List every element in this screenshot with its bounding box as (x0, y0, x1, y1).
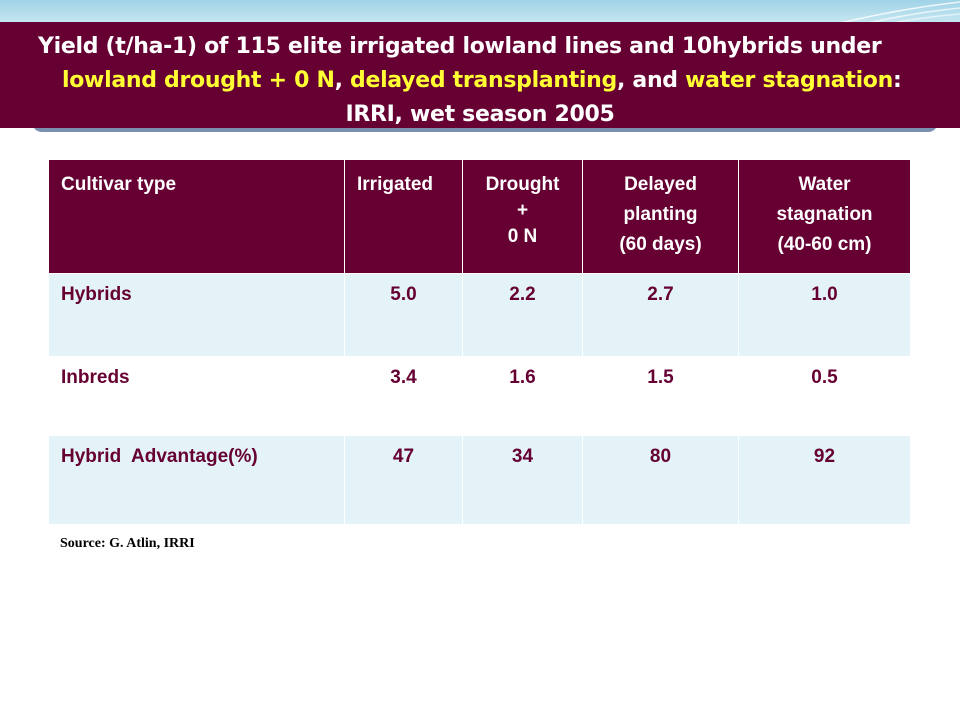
yield-table: Cultivar type Irrigated Drought + 0 N De… (48, 159, 911, 525)
header-text: (60 days) (619, 234, 702, 255)
header-text: Water (798, 174, 851, 195)
cell-irrigated: 5.0 (344, 273, 463, 357)
cell-delayed-planting: 80 (582, 435, 739, 525)
header-water-stagnation: Water stagnation (40-60 cm) (738, 159, 911, 274)
cell-drought: 34 (462, 435, 583, 525)
header-text: planting (623, 204, 698, 225)
header-drought: Drought + 0 N (462, 159, 583, 274)
title-highlight-transplanting: delayed transplanting (350, 68, 617, 93)
title-bar (0, 22, 960, 128)
title-line-3: IRRI, wet season 2005 (345, 102, 615, 127)
title-separator-2: , and (616, 68, 686, 93)
header-irrigated: Irrigated (344, 159, 463, 274)
header-text: + (516, 200, 529, 221)
table-row: Hybrid Advantage(%) 47 34 80 92 (48, 435, 911, 525)
table-header-row: Cultivar type Irrigated Drought + 0 N De… (48, 159, 911, 274)
table-row: Inbreds 3.4 1.6 1.5 0.5 (48, 356, 911, 436)
title-separator-1: , (334, 68, 350, 93)
table-row: Hybrids 5.0 2.2 2.7 1.0 (48, 273, 911, 357)
cell-cultivar: Inbreds (48, 356, 345, 436)
cell-drought: 2.2 (462, 273, 583, 357)
header-text: Cultivar type (61, 174, 177, 195)
title-line-2: lowland drought + 0 N, delayed transplan… (0, 64, 960, 98)
title-colon: : (893, 68, 902, 93)
cell-cultivar: Hybrids (48, 273, 345, 357)
header-text: Drought (485, 174, 560, 195)
header-text: 0 N (507, 226, 538, 247)
cell-drought: 1.6 (462, 356, 583, 436)
header-delayed-planting: Delayed planting (60 days) (582, 159, 739, 274)
source-citation: Source: G. Atlin, IRRI (60, 536, 195, 551)
header-cultivar-type: Cultivar type (48, 159, 345, 274)
cell-water-stagnation: 1.0 (738, 273, 911, 357)
cell-cultivar: Hybrid Advantage(%) (48, 435, 345, 525)
cell-water-stagnation: 92 (738, 435, 911, 525)
cell-irrigated: 47 (344, 435, 463, 525)
slide-title: Yield (t/ha-1) of 115 elite irrigated lo… (0, 30, 960, 132)
title-line-1: Yield (t/ha-1) of 115 elite irrigated lo… (38, 34, 882, 59)
cell-water-stagnation: 0.5 (738, 356, 911, 436)
header-text: Delayed (624, 174, 697, 195)
title-highlight-drought: lowland drought + 0 N (62, 68, 335, 93)
title-highlight-stagnation: water stagnation (685, 68, 893, 93)
cell-irrigated: 3.4 (344, 356, 463, 436)
cell-delayed-planting: 2.7 (582, 273, 739, 357)
header-text: (40-60 cm) (777, 234, 872, 255)
header-text: Irrigated (357, 174, 434, 195)
header-text: stagnation (776, 204, 873, 225)
cell-delayed-planting: 1.5 (582, 356, 739, 436)
